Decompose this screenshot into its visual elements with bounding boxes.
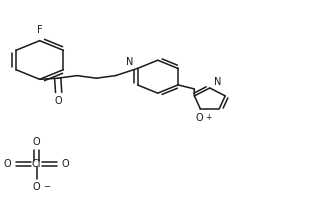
Text: O: O bbox=[4, 159, 11, 169]
Text: O: O bbox=[55, 96, 63, 107]
Text: N: N bbox=[126, 57, 134, 67]
Text: O: O bbox=[62, 159, 69, 169]
Text: N: N bbox=[214, 77, 222, 87]
Text: +: + bbox=[205, 113, 212, 122]
Text: −: − bbox=[43, 182, 50, 191]
Text: O: O bbox=[33, 182, 40, 192]
Text: O: O bbox=[33, 137, 40, 147]
Text: Cl: Cl bbox=[32, 159, 41, 169]
Text: O: O bbox=[195, 113, 203, 124]
Text: F: F bbox=[37, 25, 43, 35]
